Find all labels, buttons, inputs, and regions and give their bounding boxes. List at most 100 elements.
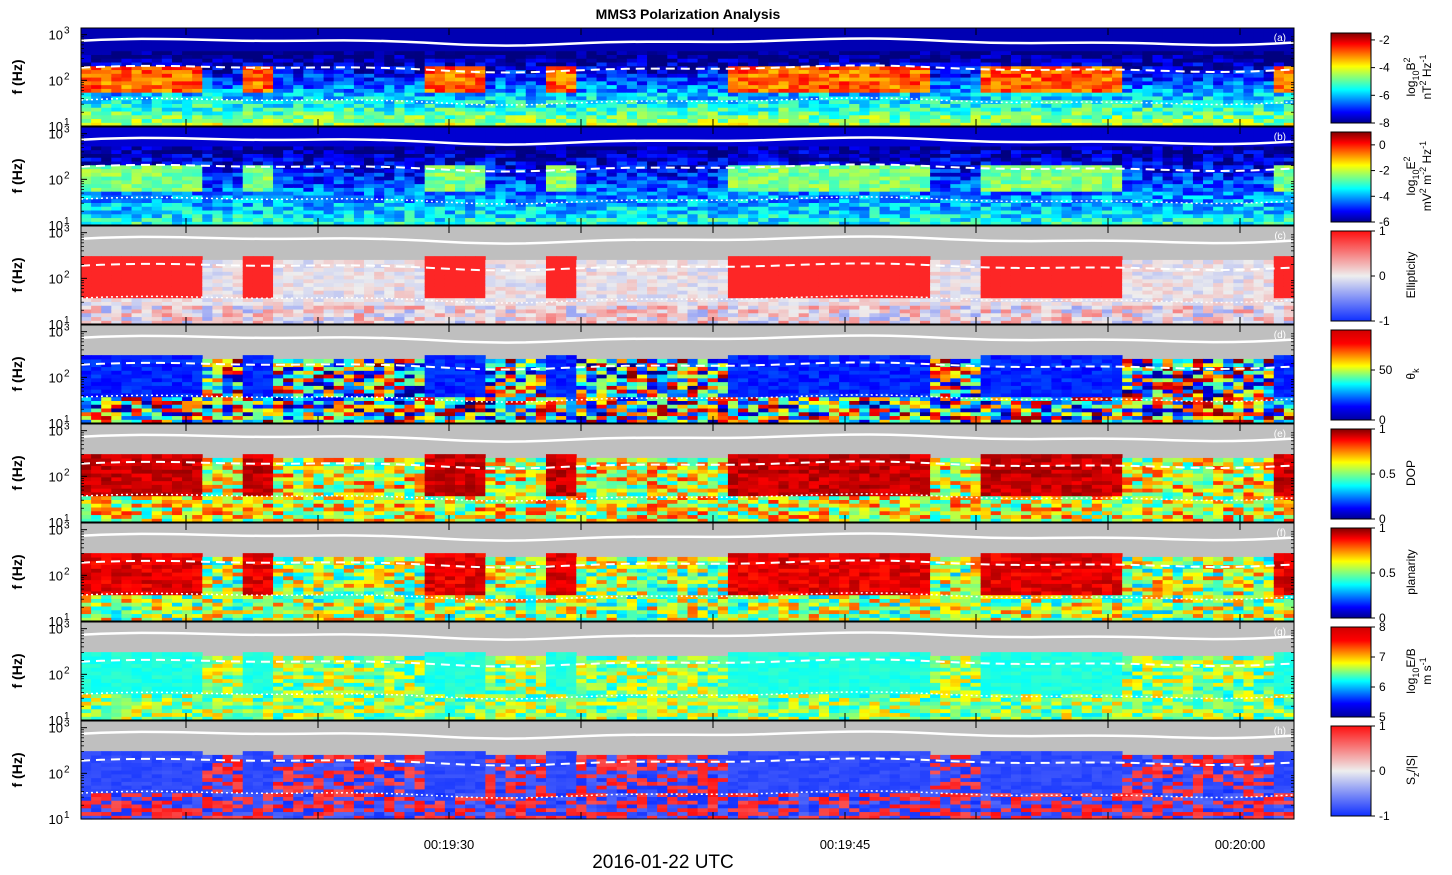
heatmap-cell [81,54,92,59]
heatmap-cell [717,194,729,200]
heatmap-cell [141,103,153,108]
heatmap-cell [545,92,557,97]
heatmap-cell [505,187,517,192]
heatmap-cell [242,69,254,74]
heatmap-cell [252,127,264,132]
heatmap-cell [1142,58,1153,63]
heatmap-cell [283,206,294,211]
heatmap-cell [1051,73,1062,78]
heatmap-cell [748,69,759,74]
heatmap-cell [1142,114,1153,120]
heatmap-cell [303,73,314,78]
heatmap-cell [556,39,567,44]
heatmap-cell [586,191,597,196]
heatmap-cell [323,172,335,177]
heatmap-cell [414,206,426,211]
heatmap-cell [677,221,688,226]
heatmap-cell [1223,77,1234,82]
heatmap-cell [1132,88,1143,93]
heatmap-cell [768,191,779,196]
heatmap-cell [111,103,122,108]
heatmap-cell [242,31,254,37]
heatmap-cell [515,61,527,67]
heatmap-cell [909,92,921,97]
heatmap-cell [202,73,213,78]
heatmap-cell [960,46,971,52]
heatmap-cell [182,84,193,89]
heatmap-cell [657,103,668,108]
heatmap-cell [404,206,415,211]
heatmap-cell [1152,122,1163,127]
heatmap-cell [131,107,143,112]
heatmap-cell [1000,65,1012,71]
heatmap-cell [171,145,183,151]
heatmap-cell [404,28,415,33]
heatmap-cell [768,107,779,112]
heatmap-cell [879,95,891,101]
heatmap-cell [364,187,375,192]
heatmap-cell [768,157,779,162]
heatmap-cell [455,194,466,200]
heatmap-cell [475,134,486,139]
heatmap-cell [727,176,739,181]
heatmap-cell [647,92,658,97]
heatmap-cell [647,46,658,52]
heatmap-cell [202,65,213,71]
heatmap-cell [505,84,517,89]
heatmap-cell [616,145,628,151]
heatmap-cell [121,35,132,40]
heatmap-cell [202,39,213,44]
heatmap-cell [444,130,456,136]
heatmap-cell [677,58,688,63]
heatmap-cell [626,191,638,196]
heatmap-cell [1213,80,1224,86]
heatmap-cell [950,69,961,74]
heatmap-cell [1233,65,1244,71]
heatmap-cell [91,114,102,120]
heatmap-cell [1081,77,1093,82]
heatmap-cell [707,92,719,97]
heatmap-cell [829,80,840,86]
heatmap-cell [515,73,527,78]
heatmap-cell [808,122,820,127]
heatmap-cell [556,183,567,188]
heatmap-cell [566,84,577,89]
heatmap-cell [505,80,517,86]
heatmap-cell [313,61,324,67]
heatmap-cell [161,39,173,44]
heatmap-cell [222,35,234,40]
heatmap-cell [818,65,830,71]
heatmap-cell [394,157,405,162]
heatmap-cell [556,176,567,181]
heatmap-cell [323,54,335,59]
heatmap-cell [899,114,911,120]
heatmap-cell [1010,58,1022,63]
heatmap-cell [434,179,446,185]
heatmap-cell [495,172,506,177]
heatmap-cell [404,127,415,132]
heatmap-cell [647,149,658,154]
heatmap-cell [1071,88,1083,93]
heatmap-cell [1233,107,1244,112]
heatmap-cell [1243,103,1254,108]
heatmap-cell [444,95,456,101]
heatmap-cell [727,183,739,188]
heatmap-cell [566,179,577,185]
heatmap-cell [1162,114,1174,120]
heatmap-cell [182,149,193,154]
heatmap-cell [1031,54,1042,59]
heatmap-cell [657,84,668,89]
heatmap-cell [424,138,436,143]
heatmap-cell [1192,80,1204,86]
heatmap-cell [566,134,577,139]
heatmap-cell [434,95,446,101]
heatmap-cell [1223,99,1234,104]
heatmap-cell [353,28,365,33]
heatmap-cell [171,138,183,143]
heatmap-cell [1071,35,1083,40]
heatmap-cell [727,58,739,63]
heatmap-cell [586,172,597,177]
heatmap-cell [1162,65,1174,71]
heatmap-cell [101,194,112,200]
heatmap-cell [839,39,850,44]
